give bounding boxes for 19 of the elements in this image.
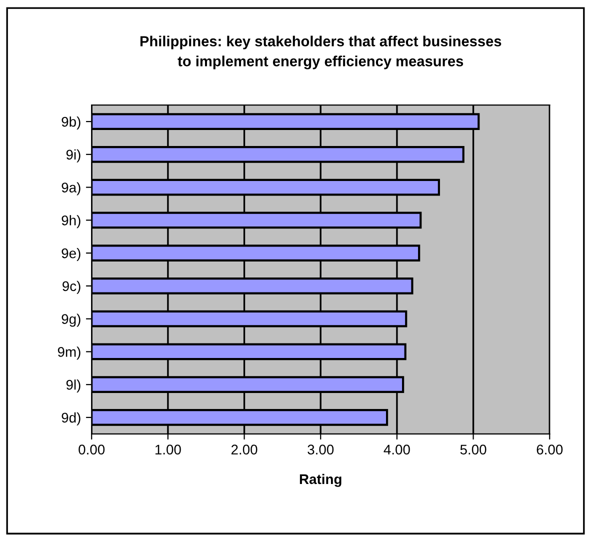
x-tick-label: 6.00	[536, 444, 563, 455]
chart-title: Philippines: key stakeholders that affect businesses to implement energy efficiency measures	[140, 36, 502, 70]
y-tick-label: 9b)	[62, 116, 80, 130]
x-tick-label: 5.00	[460, 444, 486, 455]
y-tick-label: 9g)	[62, 314, 80, 327]
x-tick-label: 2.00	[231, 444, 258, 455]
y-tick-label: 9e)	[62, 248, 80, 261]
x-axis-title: Rating	[300, 474, 342, 487]
y-tick-label: 9h)	[62, 215, 80, 228]
y-tick-label: 9d)	[62, 412, 80, 426]
y-tick-label: 9m)	[58, 346, 80, 360]
x-tick-label: 3.00	[308, 444, 334, 455]
y-tick-label: 9a)	[62, 182, 80, 196]
x-tick-label: 0.00	[78, 444, 105, 455]
x-tick-label: 4.00	[384, 444, 410, 455]
x-tick-label: 1.00	[155, 444, 181, 455]
y-tick-label: 9i)	[66, 149, 80, 162]
y-tick-label: 9c)	[62, 280, 80, 294]
y-tick-label: 9l)	[66, 380, 80, 392]
